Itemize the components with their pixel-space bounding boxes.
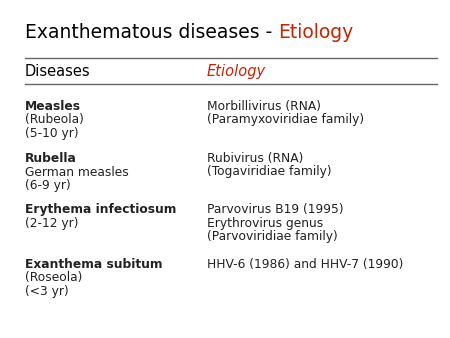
Text: Measles: Measles: [25, 100, 81, 113]
Text: Etiology: Etiology: [207, 64, 266, 79]
Text: (Paramyxoviridiae family): (Paramyxoviridiae family): [207, 114, 364, 126]
Text: Exanthematous diseases -: Exanthematous diseases -: [25, 23, 278, 42]
Text: (6-9 yr): (6-9 yr): [25, 179, 71, 192]
Text: (<3 yr): (<3 yr): [25, 285, 68, 298]
Text: Erythema infectiosum: Erythema infectiosum: [25, 203, 176, 216]
Text: Erythrovirus genus: Erythrovirus genus: [207, 217, 323, 230]
Text: (Parvoviridiae family): (Parvoviridiae family): [207, 230, 338, 243]
Text: German measles: German measles: [25, 166, 129, 178]
Text: Rubella: Rubella: [25, 152, 76, 165]
Text: Etiology: Etiology: [278, 23, 353, 42]
Text: (Roseola): (Roseola): [25, 271, 82, 285]
Text: (Rubeola): (Rubeola): [25, 114, 84, 126]
Text: HHV-6 (1986) and HHV-7 (1990): HHV-6 (1986) and HHV-7 (1990): [207, 258, 403, 271]
Text: Parvovirus B19 (1995): Parvovirus B19 (1995): [207, 203, 344, 216]
Text: (5-10 yr): (5-10 yr): [25, 127, 78, 140]
Text: Morbillivirus (RNA): Morbillivirus (RNA): [207, 100, 321, 113]
Text: Rubivirus (RNA): Rubivirus (RNA): [207, 152, 303, 165]
Text: (Togaviridiae family): (Togaviridiae family): [207, 166, 332, 178]
Text: Diseases: Diseases: [25, 64, 90, 79]
Text: (2-12 yr): (2-12 yr): [25, 217, 78, 230]
Text: Exanthema subitum: Exanthema subitum: [25, 258, 162, 271]
